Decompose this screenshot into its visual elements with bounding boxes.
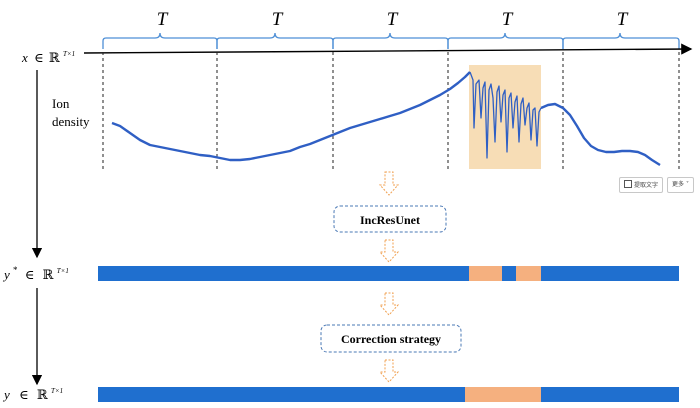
x-label: x ∈ ℝ T×1 <box>21 50 75 65</box>
corrected-bar <box>98 387 679 402</box>
hollow-arrow-1 <box>378 171 400 196</box>
corrected-mask <box>465 387 541 402</box>
signal-label: Ion density <box>52 96 90 129</box>
y-label: y ∈ ℝ T×1 <box>2 387 63 402</box>
time-axis-arrow <box>83 43 693 55</box>
ion-density-tail <box>540 102 661 167</box>
brace-3 <box>332 32 449 49</box>
hollow-arrow-4 <box>378 359 400 383</box>
brace-5 <box>562 32 680 49</box>
segment-braces <box>102 32 680 49</box>
segment-label-2: T <box>272 9 284 30</box>
hollow-arrow-3 <box>378 292 400 316</box>
segment-label-5: T <box>617 9 629 30</box>
chevron-down-icon: ˅ <box>684 181 689 188</box>
segment-dividers <box>102 52 680 172</box>
correction-box-label: Correction strategy <box>341 332 441 346</box>
segment-label-3: T <box>387 9 399 30</box>
more-label: 更多 <box>672 181 685 188</box>
brace-4 <box>447 32 564 49</box>
hollow-arrows <box>378 171 400 383</box>
ocr-toolbar: 提取文字 更多 ˅ <box>619 177 694 193</box>
segment-label-1: T <box>157 9 169 30</box>
model-box-label: IncResUnet <box>360 213 420 227</box>
prediction-mask-2 <box>516 266 541 281</box>
y-star-label: y * ∈ ℝ T×1 <box>2 261 69 282</box>
ion-density-curve <box>111 71 471 162</box>
model-box <box>333 205 447 233</box>
prediction-mask-1 <box>469 266 502 281</box>
segment-label-4: T <box>502 9 514 30</box>
extract-text-button[interactable]: 提取文字 <box>619 177 664 193</box>
extract-text-label: 提取文字 <box>634 182 659 189</box>
correction-box <box>320 324 462 353</box>
hollow-arrow-2 <box>378 239 400 263</box>
brace-1 <box>102 32 218 49</box>
prediction-bar <box>98 266 679 281</box>
ion-density-anomaly <box>469 71 542 159</box>
brace-2 <box>216 32 334 49</box>
more-button[interactable]: 更多 ˅ <box>667 177 694 193</box>
scan-text-icon <box>624 180 632 188</box>
